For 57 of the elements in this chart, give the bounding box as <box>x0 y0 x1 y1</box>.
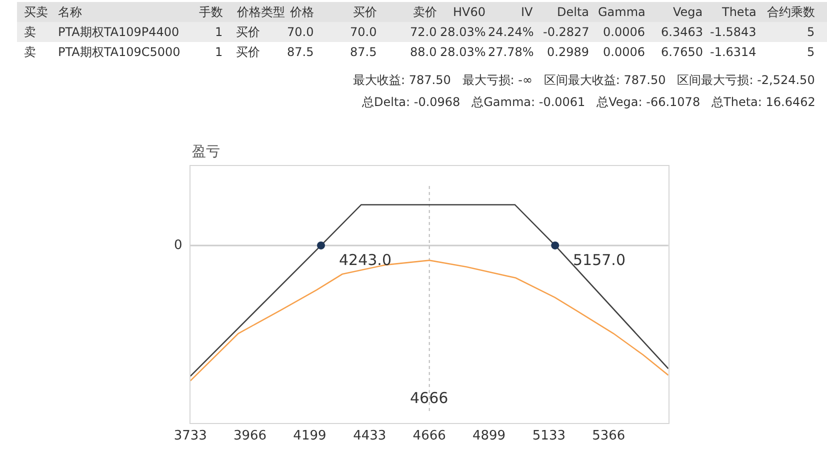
text: 88.0 <box>410 45 437 59</box>
text: 卖价 <box>413 5 437 19</box>
x-tick-label: 4199 <box>293 428 326 444</box>
text: 手数 <box>199 5 223 19</box>
text: 0.0006 <box>603 45 645 59</box>
x-tick-label: 4899 <box>472 428 506 444</box>
text: Delta <box>557 5 590 19</box>
annotation: 4243.0 <box>339 251 392 269</box>
text: 5 <box>807 25 815 39</box>
text: 87.5 <box>350 45 377 59</box>
text: 24.24% <box>488 25 534 39</box>
text: 合约乘数 <box>767 5 815 19</box>
text: HV60 <box>453 5 486 19</box>
x-tick-label: 3966 <box>233 428 267 444</box>
text: 0.0006 <box>603 25 645 39</box>
text: 70.0 <box>350 25 377 39</box>
text: -1.5843 <box>710 25 756 39</box>
text: 卖 <box>24 45 36 59</box>
text: 87.5 <box>287 45 314 59</box>
text: PTA期权TA109C5000 <box>58 45 180 59</box>
text: 5 <box>807 45 815 59</box>
text: 总Delta: -0.0968 总Gamma: -0.0061 总Vega: -66.1078 总Theta: 16.6462 <box>361 95 816 109</box>
text: 6.3463 <box>661 25 703 39</box>
text: 价格 <box>289 5 314 19</box>
text: 27.78% <box>488 45 534 59</box>
text: 买价 <box>236 25 260 39</box>
text: 买价 <box>236 45 260 59</box>
x-tick-label: 4433 <box>353 428 386 444</box>
ref-line-label: 0 <box>174 238 182 253</box>
text: 最大收益: 787.50 最大亏损: -∞ 区间最大收益: 787.50 区间最大亏损: -2,524.50 <box>353 73 815 87</box>
text: 0.2989 <box>547 45 589 59</box>
text: 28.03% <box>440 25 486 39</box>
text: Theta <box>721 5 756 19</box>
text: PTA期权TA109P4400 <box>58 25 180 39</box>
text: 价格类型 <box>236 5 285 19</box>
x-tick-label: 5366 <box>592 428 626 444</box>
text: 1 <box>215 25 223 39</box>
text: IV <box>521 5 534 19</box>
x-tick-label: 5133 <box>532 428 566 444</box>
text: 名称 <box>58 5 82 19</box>
text: 买卖 <box>24 5 48 19</box>
text: 28.03% <box>440 45 486 59</box>
text: 卖 <box>24 25 36 39</box>
text: 1 <box>215 45 223 59</box>
x-tick-label: 4666 <box>412 428 446 444</box>
text: 买价 <box>353 5 377 19</box>
text: Vega <box>673 5 703 19</box>
ref-line-label: 4666 <box>410 389 448 407</box>
text: -0.2827 <box>543 25 590 39</box>
text: 6.7650 <box>661 45 703 59</box>
annotation: 5157.0 <box>573 251 626 269</box>
x-tick-label: 3733 <box>174 428 207 444</box>
text: -1.6314 <box>710 45 756 59</box>
y-axis-title: 盈亏 <box>192 144 220 160</box>
text: 70.0 <box>287 25 314 39</box>
text: Gamma <box>598 5 646 19</box>
text: 72.0 <box>410 25 437 39</box>
